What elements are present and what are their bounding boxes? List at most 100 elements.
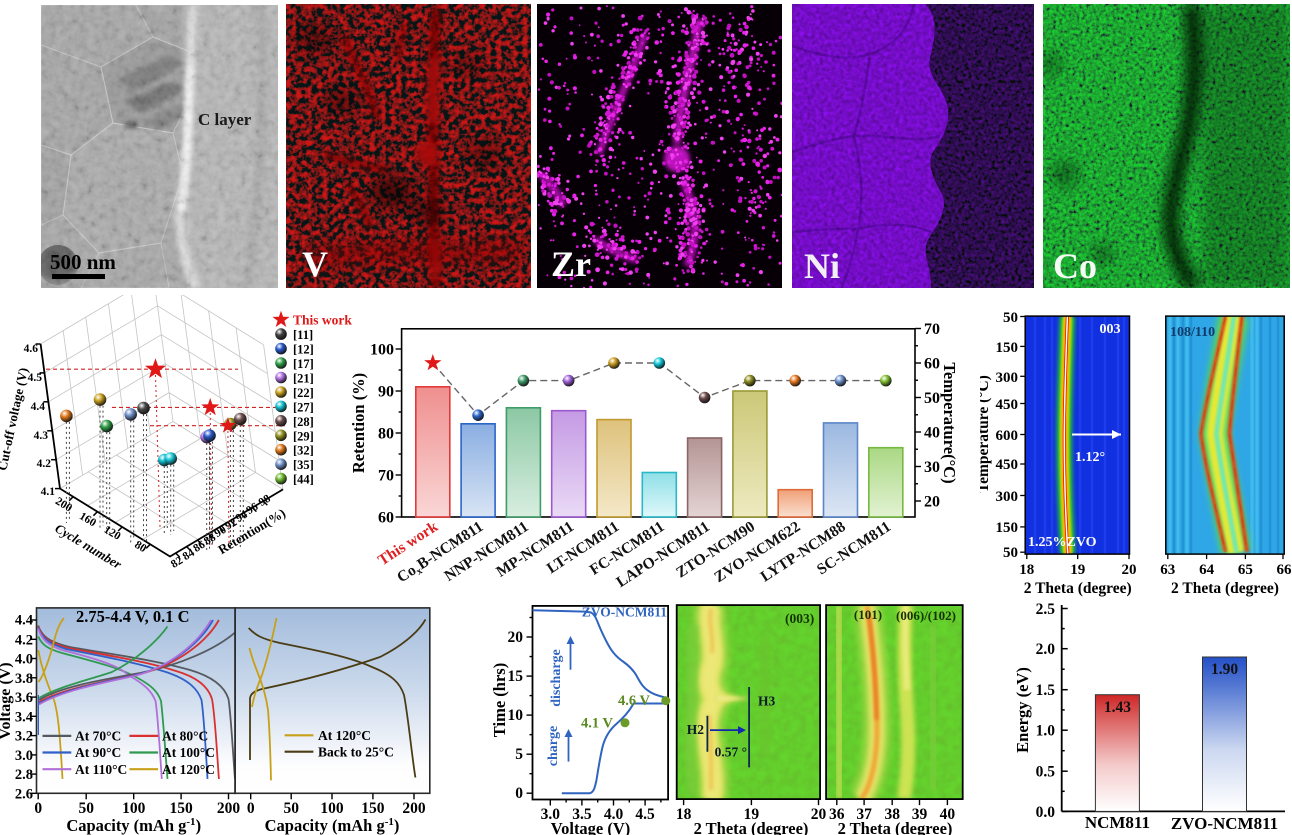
svg-text:At 120°C: At 120°C [162,762,215,777]
svg-text:At 120°C: At 120°C [318,728,371,743]
svg-text:This work: This work [293,313,352,328]
svg-text:120: 120 [102,524,123,543]
svg-text:Voltage (V): Voltage (V) [551,819,631,835]
svg-text:4.1: 4.1 [41,486,56,498]
svg-text:H2: H2 [687,722,705,737]
svg-text:4.4: 4.4 [15,613,33,629]
svg-text:30: 30 [924,459,940,476]
svg-text:40: 40 [940,806,956,823]
svg-text:charge: charge [546,726,561,766]
svg-text:2.8: 2.8 [15,767,33,783]
svg-text:150: 150 [996,520,1019,536]
svg-text:100: 100 [320,800,344,817]
svg-text:3.0: 3.0 [15,748,33,764]
svg-text:At 90°C: At 90°C [75,745,121,760]
svg-text:2 Theta (degree): 2 Theta (degree) [694,819,809,835]
svg-text:1.12°: 1.12° [1075,450,1105,465]
svg-text:39: 39 [912,806,928,823]
svg-text:100: 100 [370,342,394,359]
svg-text:At 70°C: At 70°C [75,729,121,744]
svg-text:10: 10 [508,707,524,724]
svg-text:[17]: [17] [293,357,314,371]
svg-text:4.5: 4.5 [28,372,43,384]
svg-text:0.0: 0.0 [1036,804,1056,821]
svg-text:19: 19 [1070,562,1085,578]
svg-text:[21]: [21] [293,372,314,386]
svg-text:3.5: 3.5 [572,806,592,823]
svg-text:4.4: 4.4 [31,401,46,413]
svg-text:50: 50 [1003,545,1018,561]
svg-text:0.5: 0.5 [1036,764,1056,781]
svg-text:[27]: [27] [293,400,314,414]
svg-text:2 Theta (degree): 2 Theta (degree) [1024,580,1132,597]
svg-text:20: 20 [811,806,827,823]
svg-text:150: 150 [996,340,1019,356]
svg-text:98: 98 [257,493,273,509]
svg-text:[12]: [12] [293,343,314,357]
svg-text:0.57 °: 0.57 ° [715,745,747,760]
svg-text:1.25%ZVO: 1.25%ZVO [1028,535,1097,550]
svg-text:0: 0 [247,800,255,817]
svg-text:38: 38 [884,806,900,823]
svg-text:70: 70 [378,468,394,485]
svg-text:94: 94 [234,508,250,524]
svg-text:V: V [302,244,328,284]
svg-text:15: 15 [508,668,524,685]
svg-text:At 110°C: At 110°C [75,762,127,777]
svg-text:2.5: 2.5 [1036,601,1056,618]
svg-text:50: 50 [924,390,940,407]
svg-text:82: 82 [169,554,185,570]
svg-text:[44]: [44] [293,473,314,487]
svg-text:40: 40 [924,425,940,442]
svg-text:1.0: 1.0 [1036,723,1056,740]
svg-text:90: 90 [213,524,229,540]
svg-text:50: 50 [1003,310,1018,326]
svg-text:2 Theta (degree): 2 Theta (degree) [1171,580,1279,597]
svg-text:0: 0 [34,800,42,817]
svg-text:150: 150 [169,800,193,817]
svg-text:86: 86 [191,539,207,555]
svg-text:(006)/(102): (006)/(102) [896,608,956,623]
svg-text:(003): (003) [785,611,814,626]
svg-text:2.0: 2.0 [1036,641,1056,658]
svg-text:20: 20 [1122,562,1137,578]
svg-text:92: 92 [223,516,239,532]
svg-text:4.1 V: 4.1 V [581,715,613,731]
svg-text:4.6: 4.6 [24,343,39,355]
svg-text:Back to 25°C: Back to 25°C [318,744,394,759]
svg-text:2 Theta (degree): 2 Theta (degree) [838,819,953,835]
svg-text:3.6: 3.6 [15,690,33,706]
svg-text:63: 63 [1160,562,1175,578]
svg-text:18: 18 [676,806,692,823]
svg-text:At 80°C: At 80°C [162,729,208,744]
svg-text:2.75-4.4 V, 0.1 C: 2.75-4.4 V, 0.1 C [76,607,190,626]
svg-text:Ni: Ni [804,246,840,286]
svg-text:80: 80 [378,426,394,443]
svg-text:108/110: 108/110 [1170,325,1215,340]
svg-text:66: 66 [1277,562,1292,578]
svg-text:18: 18 [1019,562,1034,578]
svg-text:[29]: [29] [293,429,314,443]
svg-text:Zr: Zr [551,244,591,284]
svg-text:20: 20 [924,494,940,511]
svg-text:20: 20 [508,629,524,646]
svg-text:50: 50 [78,800,94,817]
svg-text:1.5: 1.5 [1036,682,1056,699]
svg-text:4.5: 4.5 [635,806,655,823]
svg-text:003: 003 [1100,322,1121,337]
svg-text:0: 0 [515,785,523,802]
svg-text:60: 60 [924,356,940,373]
svg-text:At 100°C: At 100°C [162,745,215,760]
svg-text:2.6: 2.6 [15,786,33,802]
svg-text:37: 37 [856,806,872,823]
svg-text:Temperature (°C): Temperature (°C) [980,375,992,493]
svg-text:[32]: [32] [293,444,314,458]
svg-text:450: 450 [996,457,1019,473]
svg-text:ZVO-NCM811: ZVO-NCM811 [1171,814,1278,833]
svg-text:84: 84 [181,547,197,563]
svg-text:300: 300 [996,489,1019,505]
svg-text:discharge: discharge [549,649,564,707]
svg-text:4.0: 4.0 [15,652,33,668]
svg-text:C layer: C layer [198,110,252,129]
svg-text:Co: Co [1053,246,1097,286]
